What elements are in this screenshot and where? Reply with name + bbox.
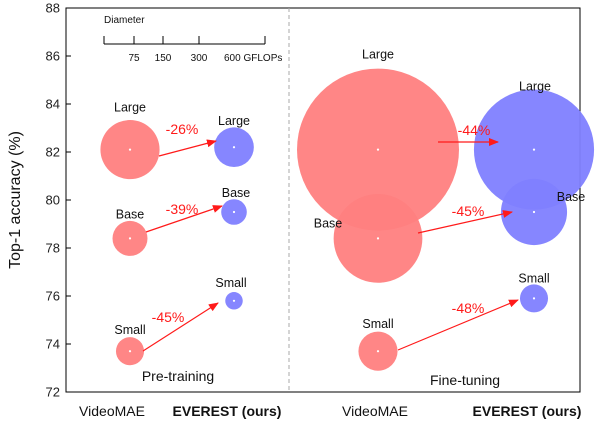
- bubble-center-dot: [376, 350, 380, 353]
- bubble-center-dot: [232, 146, 236, 149]
- bubble-center-dot: [376, 148, 380, 151]
- reduction-label: -39%: [166, 201, 199, 217]
- reduction-arrow: [142, 302, 219, 352]
- bubble-label: Large: [362, 48, 394, 62]
- x-category-label: EVEREST (ours): [473, 403, 582, 419]
- reduction-label: -48%: [452, 300, 485, 316]
- size-legend-title: Diameter: [104, 15, 145, 26]
- bubble-label: Large: [218, 114, 250, 128]
- y-tick-label: 74: [46, 337, 60, 352]
- bubble-center-dot: [532, 210, 536, 214]
- size-legend-tick-label: 600 GFLOPs: [224, 53, 282, 64]
- bubble-center-dot: [128, 237, 132, 240]
- size-legend-tick-label: 300: [191, 53, 208, 64]
- arrow-layer: [142, 138, 519, 352]
- y-tick-label: 86: [46, 49, 60, 64]
- bubble-label: Base: [557, 190, 586, 204]
- bubble-center-dot: [128, 350, 132, 353]
- reduction-label: -44%: [458, 122, 491, 138]
- bubble-center-dot: [232, 299, 236, 302]
- bubble-label: Base: [222, 186, 251, 200]
- bubble-label: Small: [215, 276, 246, 290]
- size-legend-tick-label: 75: [128, 53, 140, 64]
- reduction-label-layer: -26% -39% -45% -44% -45% -48%: [152, 121, 491, 325]
- bubble-label-layer: Large Base Small Large Base Small Large Base Sma…: [114, 48, 585, 338]
- reduction-arrow: [417, 210, 513, 234]
- reduction-label: -45%: [452, 203, 485, 219]
- bubble-center-dot: [376, 237, 380, 240]
- y-tick-label: 80: [46, 193, 60, 208]
- reduction-arrow: [158, 139, 217, 157]
- x-category-label: VideoMAE: [79, 403, 145, 419]
- y-tick-label: 88: [46, 1, 60, 16]
- bubble-label: Large: [519, 80, 551, 94]
- size-legend: Diameter 75 150 300 600 GFLOPs: [103, 15, 282, 64]
- bubble-label: Base: [314, 216, 343, 230]
- x-category-label: EVEREST (ours): [173, 403, 282, 419]
- reduction-arrow: [145, 205, 223, 233]
- bubble-center-dot: [532, 297, 536, 300]
- y-tick-label: 82: [46, 145, 60, 160]
- y-axis-label: Top-1 accuracy (%): [7, 131, 24, 269]
- panel-caption: Pre-training: [142, 368, 214, 384]
- reduction-arrow: [397, 299, 519, 351]
- reduction-label: -26%: [166, 121, 199, 137]
- bubble-label: Small: [518, 271, 549, 285]
- y-axis: 72 74 76 78 80 82 84 86 88: [46, 1, 71, 400]
- x-category-label: VideoMAE: [342, 403, 408, 419]
- y-tick-label: 84: [46, 97, 60, 112]
- reduction-label: -45%: [152, 309, 185, 325]
- bubble-label: Small: [114, 323, 145, 337]
- panel-caption: Fine-tuning: [430, 372, 500, 388]
- bubble-layer: [100, 68, 595, 371]
- bubble-label: Large: [114, 101, 146, 115]
- bubble-label: Base: [116, 207, 145, 221]
- y-tick-label: 76: [46, 289, 60, 304]
- y-tick-label: 78: [46, 241, 60, 256]
- size-legend-tick-label: 150: [155, 53, 172, 64]
- bubble-center-dot: [232, 210, 236, 214]
- bubble-center-dot: [128, 148, 132, 151]
- y-tick-label: 72: [46, 385, 60, 400]
- bubble-center-dot: [532, 148, 536, 151]
- bubble-label: Small: [362, 317, 393, 331]
